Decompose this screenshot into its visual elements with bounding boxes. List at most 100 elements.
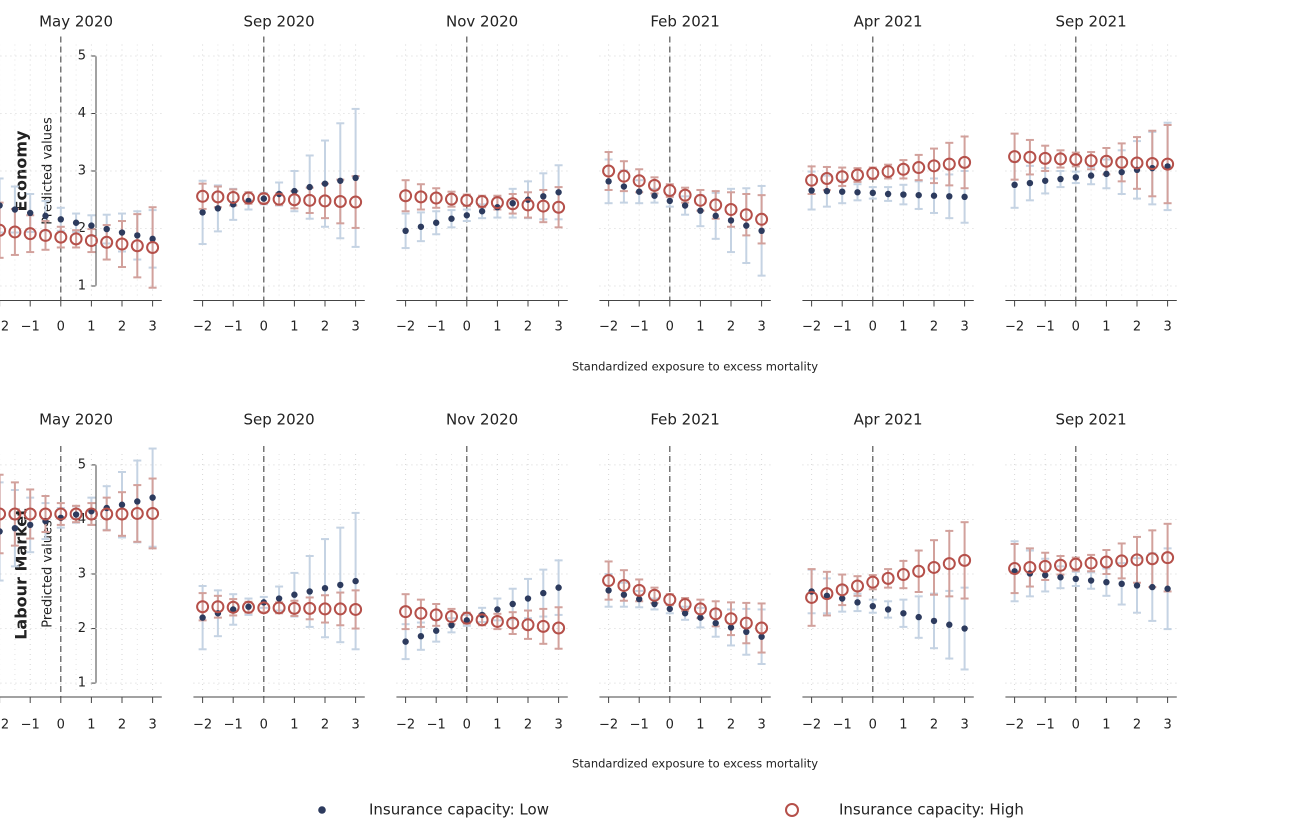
point	[0, 202, 3, 209]
point	[1026, 179, 1034, 187]
point	[1103, 578, 1110, 586]
point	[1115, 155, 1129, 169]
point	[632, 174, 646, 188]
point	[958, 155, 972, 169]
point	[130, 239, 144, 253]
point	[854, 189, 861, 196]
point	[72, 219, 80, 226]
point	[100, 235, 114, 249]
point	[39, 507, 52, 521]
point	[942, 157, 956, 171]
point	[115, 507, 129, 521]
point	[727, 217, 735, 224]
x-tick-label: 3	[1163, 718, 1171, 733]
panel-title: Sep 2020	[243, 13, 314, 31]
point	[820, 171, 834, 185]
error-bar	[118, 491, 126, 537]
error-bar	[508, 611, 517, 635]
error-bar	[524, 191, 532, 219]
panel-title: Sep 2021	[1055, 13, 1126, 31]
point	[414, 190, 428, 204]
x-tick-label: −1	[833, 320, 852, 335]
point	[402, 227, 409, 234]
point	[287, 193, 301, 207]
point	[146, 506, 160, 520]
point	[494, 606, 501, 613]
x-tick-label: 0	[463, 718, 471, 733]
x-tick-label: 2	[524, 320, 532, 335]
point	[199, 614, 206, 621]
x-tick-label: 1	[1102, 718, 1110, 733]
x-tick-label: −2	[0, 718, 9, 733]
point	[1087, 172, 1095, 179]
point	[555, 189, 562, 196]
panel-title: Feb 2021	[650, 411, 720, 429]
error-bar	[0, 177, 4, 234]
error-bar	[742, 601, 751, 645]
error-bar	[336, 178, 345, 225]
point	[617, 169, 631, 183]
error-bar	[118, 220, 126, 269]
x-tick-label: 1	[696, 320, 704, 335]
point	[226, 190, 240, 204]
error-bar	[56, 225, 65, 249]
point	[27, 209, 34, 217]
x-tick-label: 0	[869, 718, 877, 733]
error-bar	[321, 182, 329, 220]
point	[306, 183, 313, 191]
point	[130, 506, 144, 520]
point	[149, 494, 156, 501]
point	[414, 606, 428, 620]
x-tick-label: 2	[321, 320, 329, 335]
x-tick-label: −2	[396, 718, 415, 733]
point	[11, 206, 19, 213]
x-tick-label: 2	[118, 320, 126, 335]
error-bar	[351, 589, 360, 630]
y-tick-label: 3	[78, 567, 86, 582]
point	[1084, 556, 1098, 570]
error-bar	[757, 194, 766, 245]
point	[1038, 151, 1052, 165]
point	[475, 194, 489, 208]
x-tick-label: 2	[118, 718, 126, 733]
point	[1057, 574, 1064, 581]
x-tick-label: −2	[802, 320, 821, 335]
error-bar	[351, 175, 360, 229]
point	[337, 177, 344, 184]
point	[808, 187, 815, 194]
point	[1099, 555, 1113, 569]
error-bar	[26, 214, 35, 254]
point	[1130, 156, 1144, 170]
x-tick-label: 3	[351, 320, 359, 335]
point	[260, 195, 267, 202]
point	[555, 584, 562, 591]
point	[211, 190, 225, 204]
y-tick-label: 5	[78, 49, 86, 64]
error-bar	[807, 568, 816, 627]
point	[333, 602, 347, 616]
error-bar	[321, 594, 329, 624]
point	[23, 507, 37, 521]
x-tick-label: 1	[290, 320, 298, 335]
point	[884, 606, 892, 613]
point	[1023, 150, 1037, 164]
error-bar	[416, 598, 425, 628]
error-bar	[945, 141, 954, 187]
error-bar	[1071, 556, 1080, 572]
point	[839, 188, 846, 195]
point	[272, 601, 286, 615]
point	[896, 568, 910, 582]
point	[881, 571, 895, 585]
error-bar	[604, 560, 613, 601]
x-tick-label: −1	[630, 718, 649, 733]
point	[823, 187, 831, 195]
x-tick-label: −2	[0, 320, 9, 335]
point	[620, 591, 628, 598]
point	[651, 600, 658, 608]
x-tick-label: −2	[193, 320, 212, 335]
x-tick-label: 1	[493, 320, 501, 335]
x-tick-label: −1	[1036, 718, 1055, 733]
point	[433, 627, 440, 634]
point	[900, 191, 907, 198]
point	[103, 225, 110, 233]
